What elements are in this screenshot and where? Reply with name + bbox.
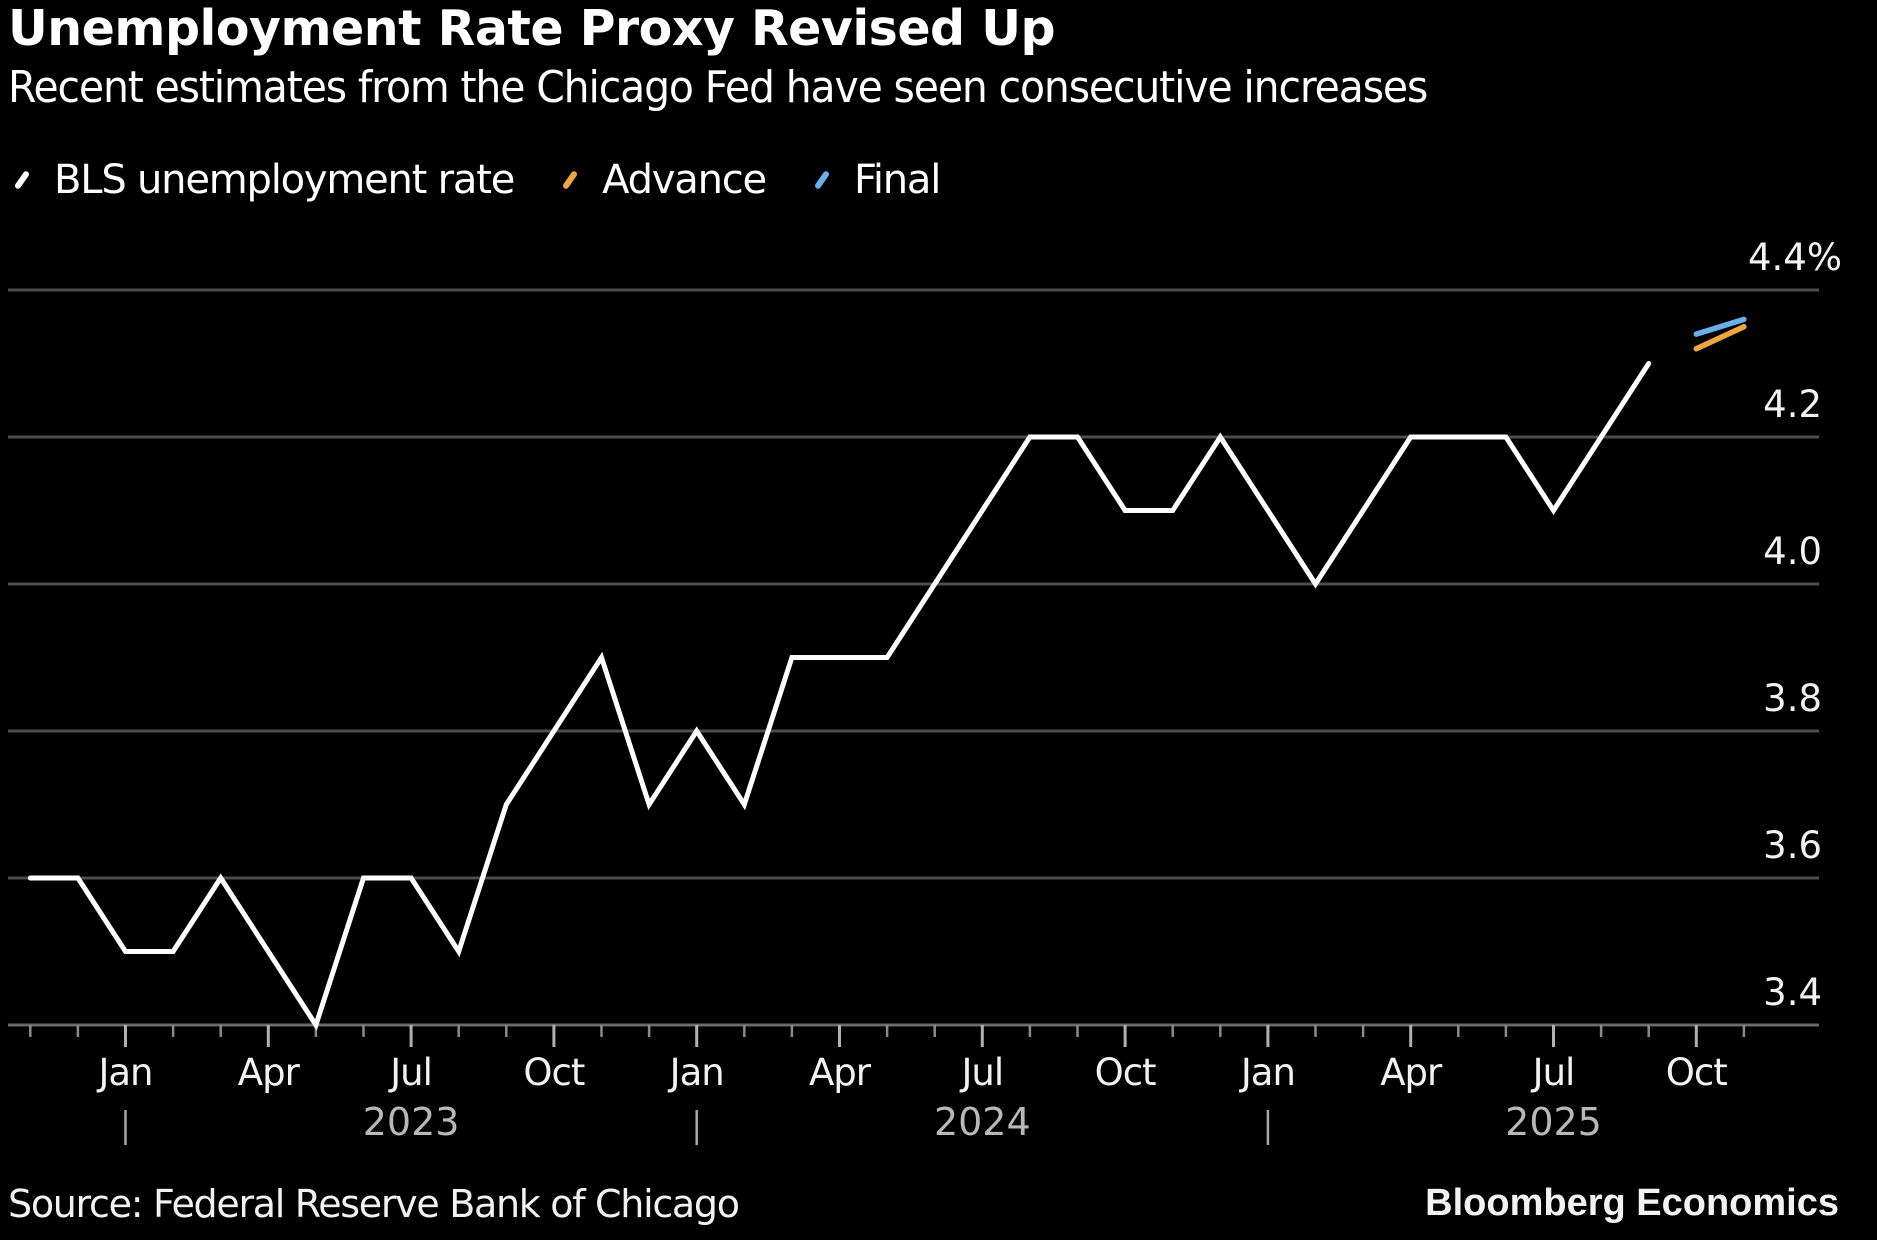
- advance-line: [1693, 324, 1747, 352]
- y-axis-labels: 3.4 3.6 3.8 4.0 4.2 4.4%: [1748, 236, 1842, 1014]
- y-tick-label: 3.8: [1763, 677, 1822, 720]
- x-tick-label: Oct: [523, 1051, 584, 1094]
- series-lines: [27, 316, 1747, 1031]
- gridlines: [8, 288, 1819, 1027]
- legend-item-final: Final: [808, 157, 941, 203]
- source-note: Source: Federal Reserve Bank of Chicago: [8, 1182, 740, 1226]
- x-tick-label: Apr: [238, 1051, 301, 1094]
- legend-label-bls: BLS unemployment rate: [54, 157, 515, 203]
- bls-unemployment-rate-line: [27, 361, 1652, 1031]
- legend-item-advance: Advance: [556, 157, 767, 203]
- y-tick-label: 3.4: [1763, 971, 1822, 1014]
- chart-title: Unemployment Rate Proxy Revised Up: [8, 0, 1056, 57]
- y-tick-label: 4.4%: [1748, 236, 1842, 279]
- x-axis: Jan Apr Jul Oct Jan Apr Jul Oct Jan Apr Jul Oct 2023…: [29, 1025, 1746, 1145]
- x-tick-label: Oct: [1666, 1051, 1727, 1094]
- x-tick-label: Jan: [96, 1051, 152, 1094]
- x-tick-label: Jan: [1239, 1051, 1295, 1094]
- x-year-label: 2023: [363, 1100, 460, 1144]
- legend-label-final: Final: [853, 157, 941, 203]
- final-line: [1693, 316, 1747, 337]
- x-tick-label: Apr: [809, 1051, 872, 1094]
- x-tick-label: Jul: [388, 1051, 432, 1094]
- y-tick-label: 3.6: [1763, 824, 1822, 867]
- y-tick-label: 4.0: [1763, 530, 1822, 573]
- x-tick-label: Apr: [1380, 1051, 1443, 1094]
- x-tick-label: Jan: [668, 1051, 724, 1094]
- y-tick-label: 4.2: [1763, 383, 1822, 426]
- chart-subtitle: Recent estimates from the Chicago Fed ha…: [8, 62, 1428, 113]
- x-tick-label: Jul: [1531, 1051, 1575, 1094]
- legend-item-bls: BLS unemployment rate: [8, 157, 515, 203]
- brand-label: Bloomberg Economics: [1425, 1182, 1839, 1224]
- x-tick-label: Jul: [959, 1051, 1003, 1094]
- x-tick-label: Oct: [1095, 1051, 1156, 1094]
- x-year-label: 2024: [934, 1100, 1031, 1144]
- legend-label-advance: Advance: [602, 157, 767, 203]
- x-year-label: 2025: [1505, 1100, 1602, 1144]
- legend: BLS unemployment rate Advance Final: [8, 155, 982, 205]
